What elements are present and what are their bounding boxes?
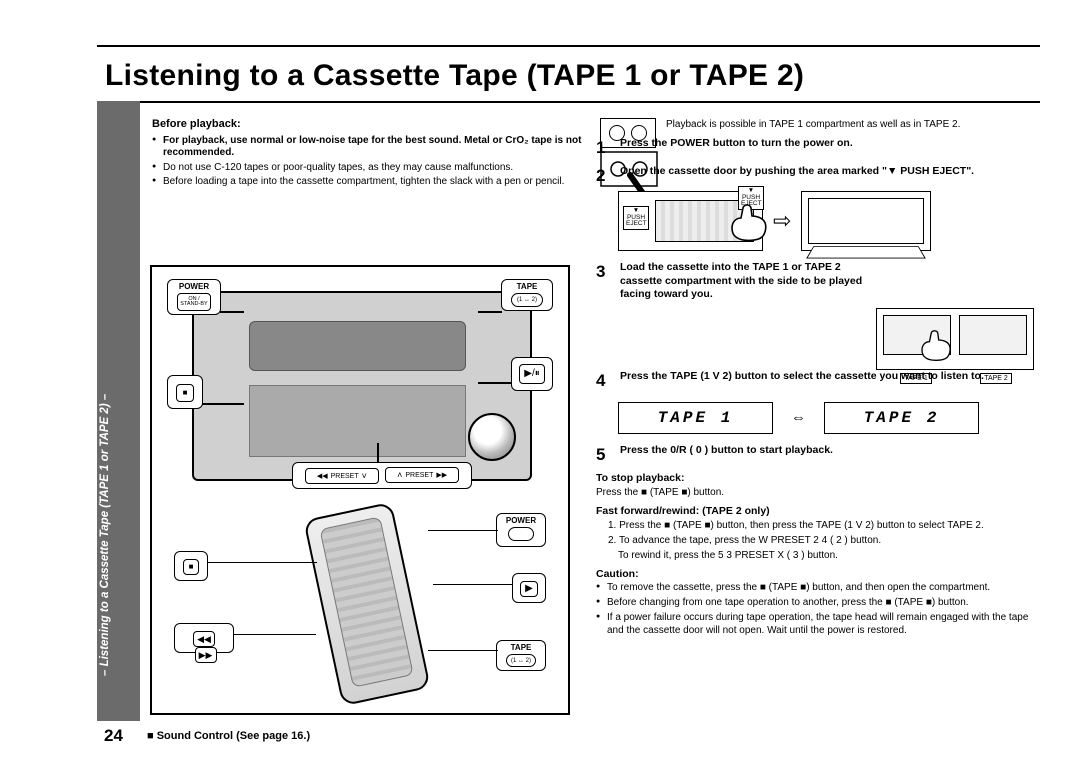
- step-2-illustration: ▼PUSH EJECT ▼PUSH EJECT ⇨: [618, 191, 1036, 251]
- tape1-label: TAPE 1: [900, 373, 932, 384]
- hand-icon: [726, 198, 774, 246]
- step-2: 2Open the cassette door by pushing the a…: [596, 165, 1036, 187]
- before-bullet-3: Before loading a tape into the cassette …: [152, 176, 582, 189]
- deck-closed-icon: ▼PUSH EJECT ▼PUSH EJECT: [618, 191, 763, 251]
- tape2-label: TAPE 2: [980, 373, 1012, 384]
- lcd-tape2: TAPE 2: [824, 402, 979, 434]
- before-playback-block: Before playback: For playback, use norma…: [152, 118, 582, 191]
- remote-stop-callout: ■: [174, 551, 208, 581]
- before-heading: Before playback:: [152, 118, 582, 132]
- footnote: ■ Sound Control (See page 16.): [147, 730, 310, 742]
- remote-tape-icon: (1 ↔ 2): [506, 654, 536, 667]
- step-1: 1Press the POWER button to turn the powe…: [596, 137, 1036, 159]
- remote-tape-callout: TAPE (1 ↔ 2): [496, 640, 546, 671]
- preset-bar: ◀◀ PRESET ˅ ˄ PRESET ▶▶: [292, 462, 472, 489]
- power-callout: POWER ON / STAND-BY: [167, 279, 221, 315]
- lcd-tape1: TAPE 1: [618, 402, 773, 434]
- manual-page: Listening to a Cassette Tape (TAPE 1 or …: [0, 0, 1080, 763]
- deck-open-icon: [801, 191, 931, 251]
- preset-right-icon: ˄ PRESET ▶▶: [385, 467, 459, 483]
- stop-icon: ■: [176, 384, 194, 402]
- rule-top: [97, 45, 1040, 47]
- remote-power-icon: [508, 527, 534, 541]
- ff-step-2: 2. To advance the tape, press the W PRES…: [608, 534, 1036, 547]
- remote-play-icon: ▶: [520, 581, 538, 597]
- section-sidebar: Tape Playback – Listening to a Cassette …: [97, 101, 140, 721]
- remote-power-label: POWER: [502, 517, 540, 525]
- page-number: 24: [104, 726, 123, 746]
- play-callout: ▶/⏸: [511, 357, 553, 391]
- step-3: 3Load the cassette into the TAPE 1 or TA…: [596, 261, 1036, 302]
- power-button-icon: ON / STAND-BY: [177, 293, 211, 311]
- volume-knob-icon: [468, 413, 516, 461]
- instructions-column: Playback is possible in TAPE 1 compartme…: [596, 118, 1036, 639]
- caution-1: To remove the cassette, press the ■ (TAP…: [596, 581, 1036, 594]
- intro-text: Playback is possible in TAPE 1 compartme…: [666, 118, 1036, 131]
- before-bullet-1: For playback, use normal or low-noise ta…: [163, 135, 581, 159]
- remote-tape-label: TAPE: [502, 644, 540, 652]
- preset-left-icon: ◀◀ PRESET ˅: [305, 468, 379, 484]
- stop-callout: ■: [167, 375, 203, 409]
- rewind-icon: ◀◀: [193, 631, 215, 647]
- page-title: Listening to a Cassette Tape (TAPE 1 or …: [105, 59, 804, 93]
- caution-3: If a power failure occurs during tape op…: [596, 611, 1036, 637]
- remote-play-callout: ▶: [512, 573, 546, 603]
- device-illustration: POWER ON / STAND-BY TAPE (1 ↔ 2) ■ ▶/⏸ ◀…: [150, 265, 570, 715]
- remote-seek-callout: ◀◀ ▶▶: [174, 623, 234, 653]
- step-3-illustration: TAPE 1 TAPE 2: [876, 308, 1036, 384]
- step-5: 5Press the 0/R ( 0 ) button to start pla…: [596, 444, 1036, 466]
- tape-switch-icon: (1 ↔ 2): [511, 293, 543, 307]
- before-bullet-2: Do not use C-120 tapes or poor-quality t…: [152, 162, 582, 175]
- arrow-right-icon: ⇨: [773, 207, 791, 236]
- rule-under-title: [97, 101, 1040, 103]
- tape-callout: TAPE (1 ↔ 2): [501, 279, 553, 311]
- remote-power-callout: POWER: [496, 513, 546, 547]
- stop-heading: To stop playback:: [596, 472, 1036, 486]
- ff-list: 1. Press the ■ (TAPE ■) button, then pre…: [608, 519, 1036, 562]
- stereo-body: [192, 291, 532, 481]
- play-icon: ▶/⏸: [519, 364, 545, 384]
- ff-step-2b: To rewind it, press the 5 3 PRESET X ( 3…: [618, 549, 1036, 562]
- ff-step-1: 1. Press the ■ (TAPE ■) button, then pre…: [608, 519, 1036, 532]
- section-crumb: – Listening to a Cassette Tape (TAPE 1 o…: [99, 394, 111, 676]
- power-label: POWER: [173, 283, 215, 291]
- remote-icon: [303, 502, 431, 707]
- caution-2: Before changing from one tape operation …: [596, 596, 1036, 609]
- tape-label: TAPE: [507, 283, 547, 291]
- swap-icon: ⇔: [791, 408, 806, 428]
- lcd-display: TAPE 1 ⇔ TAPE 2: [618, 402, 1036, 434]
- ff-heading: Fast forward/rewind: (TAPE 2 only): [596, 505, 1036, 519]
- ffwd-icon: ▶▶: [195, 647, 217, 663]
- stop-text: Press the ■ (TAPE ■) button.: [596, 486, 1036, 499]
- remote-stop-icon: ■: [183, 559, 199, 575]
- caution-heading: Caution:: [596, 568, 1036, 582]
- section-name: Tape Playback: [55, 373, 91, 591]
